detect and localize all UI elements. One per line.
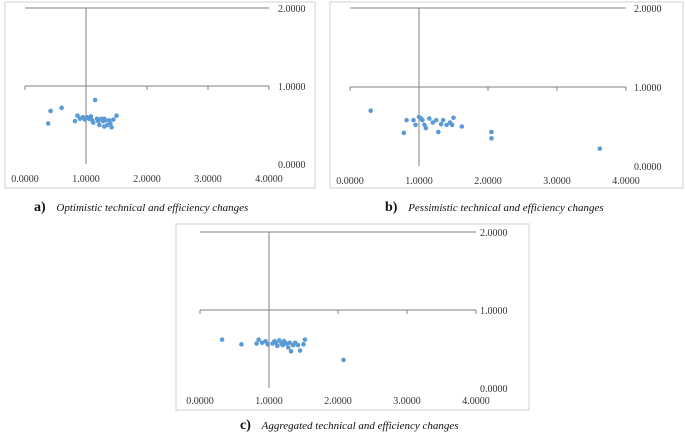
data-point-b	[489, 129, 494, 135]
x-tick-label-c: 1.0000	[255, 396, 283, 407]
data-point-c	[301, 342, 306, 347]
y-tick-label-a: 0.0000	[278, 160, 306, 171]
caption-a: a) Optimistic technical and efficiency c…	[34, 200, 248, 216]
data-point-a	[108, 121, 113, 126]
data-point-a	[59, 105, 64, 111]
data-point-a	[97, 122, 102, 128]
data-point-a	[103, 118, 108, 123]
chart-panel-a: 0.0000 1.0000 2.0000 3.0000 4.0000 0.0000 1.00…	[0, 0, 320, 190]
data-point-b	[436, 129, 441, 135]
data-point-a	[114, 113, 119, 118]
caption-a-text: Optimistic technical and efficiency chan…	[56, 202, 249, 214]
data-point-b	[459, 124, 465, 129]
data-point-b	[430, 120, 436, 125]
x-tick-label-c: 4.0000	[462, 396, 490, 407]
data-point-b	[597, 146, 603, 151]
data-point-a	[109, 125, 114, 130]
data-point-c	[254, 341, 259, 346]
y-tick-label-c: 0.0000	[480, 384, 508, 395]
plot-frame-b	[329, 1, 684, 189]
data-point-c	[288, 349, 294, 354]
y-tick-label-b: 0.0000	[634, 162, 662, 173]
data-point-a	[92, 97, 98, 103]
data-point-c	[302, 337, 308, 342]
data-point-b	[444, 122, 449, 128]
x-tick-label-b: 0.0000	[336, 176, 364, 187]
x-tick-label-b: 1.0000	[405, 176, 433, 187]
data-point-b	[413, 122, 418, 128]
scatter-chart-b: 0.0000 1.0000 2.0000 3.0000 4.0000 0.0000 1.00…	[329, 1, 684, 189]
x-tick-label-b: 3.0000	[543, 176, 571, 187]
caption-c-label: c)	[240, 418, 251, 433]
data-point-c	[280, 342, 286, 348]
caption-c-text: Aggregated technical and efficiency chan…	[261, 420, 459, 432]
data-point-c	[287, 340, 292, 346]
data-point-c	[274, 343, 280, 349]
x-tick-label-c: 0.0000	[186, 396, 214, 407]
data-point-c	[256, 337, 261, 342]
caption-b-text: Pessimistic technical and efficiency cha…	[408, 202, 604, 214]
x-tick-label-c: 2.0000	[324, 396, 352, 407]
data-point-a	[102, 124, 107, 129]
data-point-c	[297, 348, 303, 353]
x-tick-label-a: 1.0000	[72, 174, 100, 185]
data-point-b	[427, 116, 432, 121]
data-point-b	[368, 108, 373, 113]
data-point-c	[341, 357, 346, 363]
y-tick-label-b: 2.0000	[634, 4, 662, 15]
y-tick-label-c: 1.0000	[480, 306, 508, 317]
data-point-c	[239, 342, 244, 347]
chart-panel-b: 0.0000 1.0000 2.0000 3.0000 4.0000 0.0000 1.00…	[329, 0, 685, 190]
data-point-b	[489, 136, 494, 141]
data-point-c	[265, 342, 270, 347]
x-tick-label-a: 4.0000	[255, 174, 283, 185]
caption-b: b) Pessimistic technical and efficiency …	[385, 200, 604, 216]
data-point-b	[440, 117, 446, 123]
data-point-a	[75, 113, 80, 118]
data-point-b	[433, 117, 439, 123]
data-point-c	[295, 342, 301, 348]
data-point-b	[411, 117, 416, 123]
data-point-b	[423, 125, 429, 131]
plot-frame-a	[4, 1, 316, 189]
x-tick-label-a: 2.0000	[133, 174, 161, 185]
caption-b-label: b)	[385, 200, 398, 215]
chart-panel-c: 0.0000 1.0000 2.0000 3.0000 4.0000 0.0000 1.00…	[175, 222, 531, 412]
data-point-c	[286, 345, 291, 350]
plot-frame-c	[175, 223, 530, 411]
data-point-a	[48, 108, 53, 114]
x-tick-label-c: 3.0000	[393, 396, 421, 407]
data-point-a	[91, 120, 96, 125]
data-point-c	[219, 337, 225, 342]
data-point-a	[72, 118, 78, 124]
data-point-c	[259, 340, 265, 346]
y-tick-label-b: 1.0000	[634, 83, 662, 94]
y-tick-label-a: 2.0000	[278, 4, 306, 15]
data-point-b	[449, 122, 455, 128]
x-tick-label-a: 3.0000	[194, 174, 222, 185]
y-tick-label-c: 2.0000	[480, 228, 508, 239]
caption-a-label: a)	[34, 200, 46, 215]
data-point-c	[283, 341, 289, 346]
data-point-b	[451, 115, 456, 121]
data-point-a	[45, 121, 51, 126]
data-point-a	[88, 114, 94, 119]
x-tick-label-b: 2.0000	[474, 176, 502, 187]
data-point-a	[111, 117, 116, 122]
data-point-b	[420, 117, 425, 123]
y-tick-label-a: 1.0000	[278, 82, 306, 93]
data-point-b	[401, 130, 407, 136]
x-tick-label-a: 0.0000	[11, 174, 39, 185]
data-point-b	[438, 121, 444, 127]
scatter-chart-c: 0.0000 1.0000 2.0000 3.0000 4.00000.00001.00…	[175, 223, 530, 411]
data-point-b	[404, 117, 409, 123]
caption-c: c) Aggregated technical and efficiency c…	[240, 418, 459, 434]
x-tick-label-b: 4.0000	[612, 176, 640, 187]
scatter-chart-a: 0.0000 1.0000 2.0000 3.0000 4.0000 0.0000 1.00…	[4, 1, 316, 189]
